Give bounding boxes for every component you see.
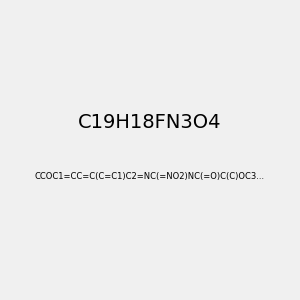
Text: C19H18FN3O4: C19H18FN3O4 [78,113,222,133]
Text: CCOC1=CC=C(C=C1)C2=NC(=NO2)NC(=O)C(C)OC3...: CCOC1=CC=C(C=C1)C2=NC(=NO2)NC(=O)C(C)OC3… [35,172,265,182]
